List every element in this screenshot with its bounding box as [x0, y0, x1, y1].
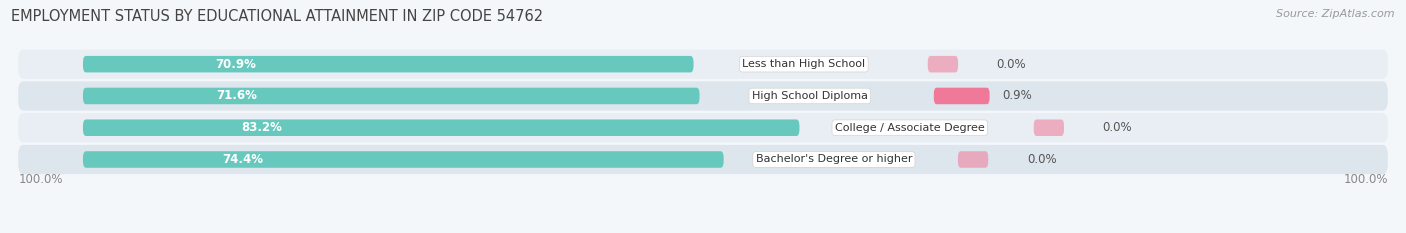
Text: 100.0%: 100.0% — [18, 173, 63, 186]
FancyBboxPatch shape — [83, 151, 724, 168]
Text: 74.4%: 74.4% — [222, 153, 264, 166]
FancyBboxPatch shape — [83, 56, 693, 72]
FancyBboxPatch shape — [934, 88, 990, 104]
FancyBboxPatch shape — [18, 113, 1388, 142]
Text: 0.0%: 0.0% — [1102, 121, 1132, 134]
Text: College / Associate Degree: College / Associate Degree — [835, 123, 984, 133]
Text: Source: ZipAtlas.com: Source: ZipAtlas.com — [1277, 9, 1395, 19]
Text: 100.0%: 100.0% — [1343, 173, 1388, 186]
Text: EMPLOYMENT STATUS BY EDUCATIONAL ATTAINMENT IN ZIP CODE 54762: EMPLOYMENT STATUS BY EDUCATIONAL ATTAINM… — [11, 9, 543, 24]
Text: Less than High School: Less than High School — [742, 59, 865, 69]
Text: 83.2%: 83.2% — [242, 121, 283, 134]
FancyBboxPatch shape — [18, 50, 1388, 79]
Legend: In Labor Force, Unemployed: In Labor Force, Unemployed — [598, 230, 808, 233]
FancyBboxPatch shape — [1033, 120, 1064, 136]
Text: High School Diploma: High School Diploma — [752, 91, 868, 101]
FancyBboxPatch shape — [18, 81, 1388, 111]
Text: 0.9%: 0.9% — [1002, 89, 1032, 103]
FancyBboxPatch shape — [83, 120, 800, 136]
Text: Bachelor's Degree or higher: Bachelor's Degree or higher — [755, 154, 912, 164]
Text: 0.0%: 0.0% — [997, 58, 1026, 71]
Text: 70.9%: 70.9% — [215, 58, 256, 71]
FancyBboxPatch shape — [18, 145, 1388, 174]
Text: 71.6%: 71.6% — [217, 89, 257, 103]
FancyBboxPatch shape — [957, 151, 988, 168]
FancyBboxPatch shape — [928, 56, 957, 72]
Text: 0.0%: 0.0% — [1026, 153, 1056, 166]
FancyBboxPatch shape — [83, 88, 700, 104]
